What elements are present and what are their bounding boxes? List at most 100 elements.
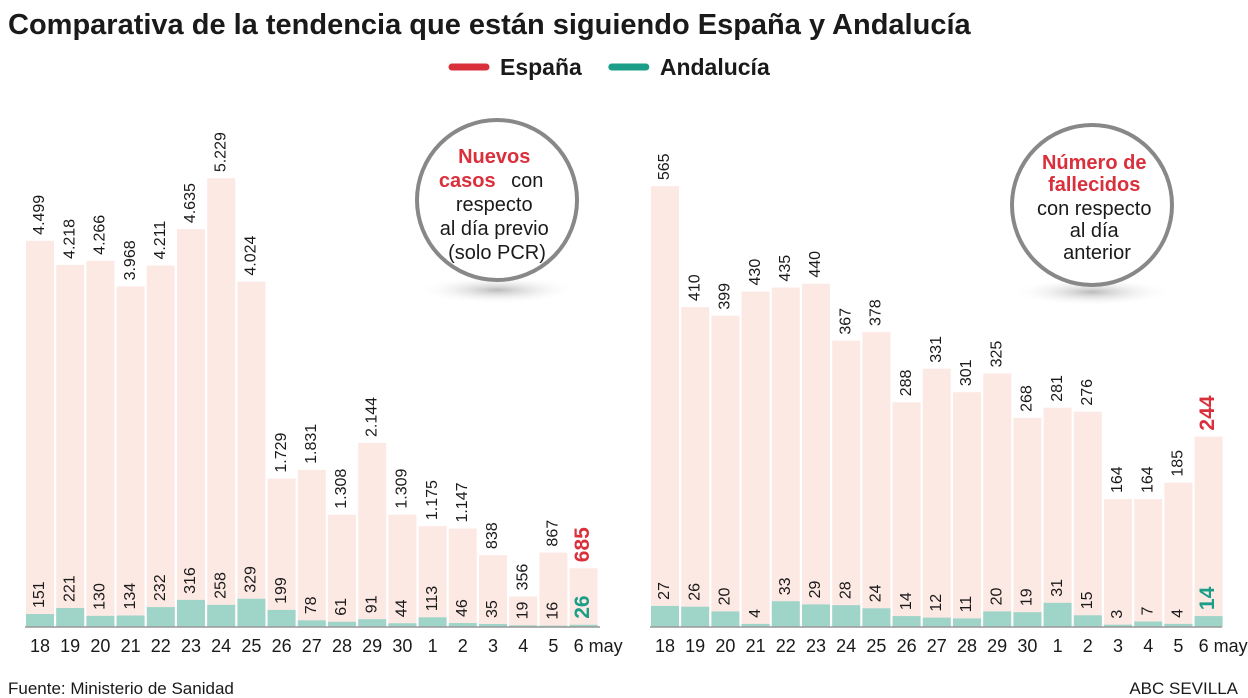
value-label: 20 — [717, 587, 734, 605]
value-label: 46 — [454, 599, 471, 617]
value-label: 20 — [988, 587, 1005, 605]
bar — [146, 607, 175, 627]
x-tick-label: 20 — [715, 636, 735, 656]
value-label: 221 — [61, 575, 78, 602]
value-label: 367 — [837, 308, 854, 335]
bar — [237, 281, 266, 627]
value-label: 435 — [777, 255, 794, 282]
bar — [1164, 482, 1193, 627]
value-label: 4.218 — [61, 219, 78, 259]
bar — [267, 478, 296, 627]
x-tick-label: 1 — [1053, 636, 1063, 656]
x-tick-label: 25 — [866, 636, 886, 656]
x-tick-label: 25 — [241, 636, 261, 656]
x-tick-label: 18 — [30, 636, 50, 656]
bar — [297, 469, 326, 627]
value-label: 4 — [747, 609, 764, 618]
bar — [1043, 602, 1072, 627]
bar — [479, 555, 507, 627]
source: Fuente: Ministerio de Sanidad — [8, 679, 234, 698]
value-label: 19 — [1019, 588, 1036, 606]
bar — [418, 617, 447, 627]
bar — [651, 605, 679, 627]
value-label: 199 — [273, 577, 290, 604]
value-label: 78 — [303, 596, 320, 614]
bar — [509, 596, 538, 627]
bar — [1194, 436, 1223, 627]
bar — [116, 286, 145, 627]
x-tick-label: 4 — [518, 636, 528, 656]
bar — [328, 514, 356, 627]
annotation-circle — [1010, 123, 1174, 287]
value-label: 19 — [514, 601, 531, 619]
value-label: 565 — [656, 153, 673, 180]
x-tick-label: 1 — [428, 636, 438, 656]
x-tick-label: 29 — [987, 636, 1007, 656]
bar — [177, 229, 205, 627]
value-label: 430 — [747, 259, 764, 286]
bar — [892, 616, 921, 627]
value-label: 268 — [1019, 385, 1036, 412]
bar — [1104, 499, 1132, 627]
bar — [953, 618, 981, 627]
value-label: 1.729 — [273, 432, 290, 472]
value-label: 26 — [571, 595, 594, 618]
bar — [892, 402, 921, 627]
bar — [539, 552, 568, 627]
value-label: 1.831 — [303, 424, 320, 464]
value-label: 28 — [837, 581, 854, 599]
value-label: 29 — [807, 580, 824, 598]
bar — [509, 625, 538, 627]
bar — [207, 178, 236, 628]
value-label: 232 — [152, 574, 169, 601]
value-label: 258 — [212, 572, 229, 599]
bar — [56, 608, 85, 627]
title: Comparativa de la tendencia que están si… — [8, 9, 972, 41]
shadow — [417, 276, 577, 304]
value-label: 244 — [1196, 395, 1219, 430]
value-label: 26 — [686, 583, 703, 601]
legend: España Andalucía — [448, 54, 770, 80]
x-tick-label: 4 — [1143, 636, 1153, 656]
bar — [771, 601, 800, 627]
value-label: 15 — [1079, 591, 1096, 609]
annotation: Nuevos casos con respecto al día previo … — [439, 146, 554, 264]
bar — [1134, 621, 1163, 627]
bar — [1164, 623, 1193, 627]
bar — [953, 392, 981, 627]
value-label: 44 — [394, 599, 411, 617]
value-label: 134 — [122, 583, 139, 610]
value-label: 1.309 — [394, 469, 411, 509]
value-label: 331 — [928, 336, 945, 363]
x-tick-label: 28 — [332, 636, 352, 656]
x-tick-label: 6 may — [1199, 636, 1248, 656]
x-tick-label: 30 — [1017, 636, 1037, 656]
bar — [1194, 616, 1223, 627]
x-tick-label: 20 — [90, 636, 110, 656]
value-label: 356 — [514, 564, 531, 591]
x-tick-label: 24 — [211, 636, 231, 656]
x-tick-label: 6 may — [574, 636, 623, 656]
bar — [651, 186, 679, 627]
value-label: 838 — [484, 522, 501, 549]
bar — [832, 605, 861, 627]
x-tick-label: 21 — [121, 636, 141, 656]
value-label: 91 — [363, 595, 380, 613]
value-label: 399 — [717, 283, 734, 310]
bar — [569, 624, 598, 627]
value-label: 1.147 — [454, 482, 471, 522]
bar — [207, 604, 236, 627]
bar — [1013, 612, 1042, 627]
value-label: 867 — [545, 520, 562, 547]
x-tick-label: 3 — [1113, 636, 1123, 656]
legend-label: España — [500, 54, 582, 80]
x-tick-label: 19 — [685, 636, 705, 656]
bar — [358, 442, 387, 627]
bar — [146, 265, 175, 627]
value-label: 1.175 — [424, 480, 441, 520]
value-label: 27 — [656, 582, 673, 600]
bar — [832, 340, 861, 627]
value-label: 325 — [988, 341, 1005, 368]
bar — [741, 291, 770, 627]
